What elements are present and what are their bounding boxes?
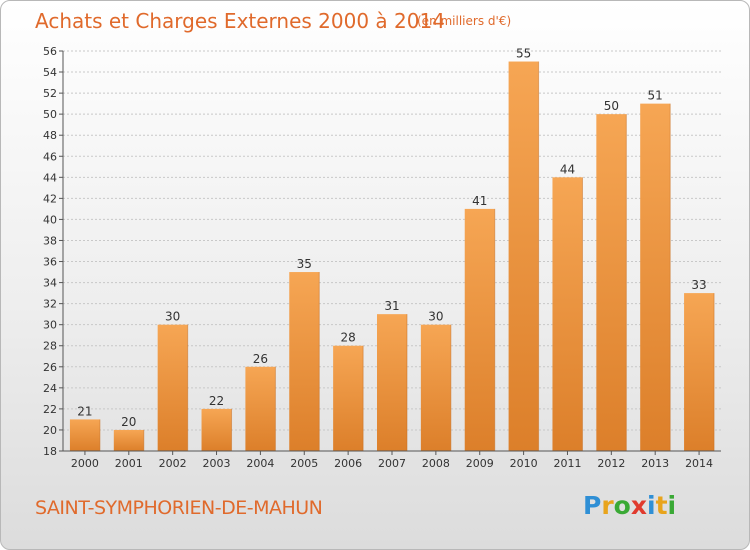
- x-tick-label: 2011: [553, 457, 581, 470]
- x-tick-label: 2008: [422, 457, 450, 470]
- data-label: 26: [253, 352, 268, 366]
- data-label: 28: [340, 331, 355, 345]
- bar: [684, 293, 715, 451]
- commune-name: SAINT-SYMPHORIEN-DE-MAHUN: [35, 497, 323, 519]
- y-tick-label: 56: [43, 45, 57, 58]
- bar: [640, 103, 671, 451]
- x-tick-label: 2007: [378, 457, 406, 470]
- proxiti-logo: Proxiti: [583, 491, 676, 520]
- y-tick-label: 38: [43, 234, 57, 247]
- bar: [420, 324, 451, 451]
- data-label: 51: [648, 89, 663, 103]
- y-tick-label: 18: [43, 445, 57, 458]
- x-tick-label: 2005: [290, 457, 318, 470]
- x-tick-label: 2006: [334, 457, 362, 470]
- bar: [289, 272, 320, 451]
- logo-letter: t: [655, 491, 668, 520]
- bar: [69, 419, 100, 451]
- logo-letter: r: [601, 491, 614, 520]
- data-label: 41: [472, 194, 487, 208]
- chart-title: Achats et Charges Externes 2000 à 2014: [35, 9, 445, 33]
- data-label: 31: [384, 299, 399, 313]
- y-tick-label: 22: [43, 403, 57, 416]
- x-tick-label: 2000: [71, 457, 99, 470]
- logo-letter: i: [647, 491, 656, 520]
- y-tick-label: 40: [43, 213, 57, 226]
- data-label: 35: [297, 257, 312, 271]
- data-label: 55: [516, 47, 531, 61]
- y-tick-label: 50: [43, 108, 57, 121]
- y-tick-label: 24: [43, 382, 57, 395]
- x-tick-label: 2010: [510, 457, 538, 470]
- data-label: 30: [428, 310, 443, 324]
- x-tick-label: 2002: [159, 457, 187, 470]
- logo-letter: o: [613, 491, 631, 520]
- data-label: 50: [604, 99, 619, 113]
- chart-subtitle: (en milliers d'€): [417, 14, 512, 28]
- x-tick-label: 2003: [203, 457, 231, 470]
- x-tick-label: 2004: [246, 457, 274, 470]
- bar: [201, 408, 232, 451]
- x-tick-label: 2009: [466, 457, 494, 470]
- y-tick-label: 34: [43, 277, 57, 290]
- data-label: 33: [691, 278, 706, 292]
- x-tick-label: 2012: [597, 457, 625, 470]
- bar: [113, 429, 144, 451]
- y-tick-label: 52: [43, 87, 57, 100]
- y-tick-label: 44: [43, 171, 57, 184]
- bar: [464, 208, 495, 451]
- x-tick-label: 2001: [115, 457, 143, 470]
- logo-letter: i: [667, 491, 677, 520]
- bar: [508, 61, 539, 452]
- y-tick-label: 36: [43, 256, 57, 269]
- y-tick-label: 42: [43, 192, 57, 205]
- data-label: 30: [165, 310, 180, 324]
- data-label: 20: [121, 415, 136, 429]
- x-tick-label: 2013: [641, 457, 669, 470]
- bar: [552, 177, 583, 451]
- logo-letter: P: [583, 491, 602, 520]
- bar: [157, 324, 188, 451]
- bar: [596, 114, 627, 451]
- y-tick-label: 32: [43, 298, 57, 311]
- y-tick-label: 28: [43, 340, 57, 353]
- y-tick-label: 54: [43, 66, 57, 79]
- y-tick-label: 30: [43, 319, 57, 332]
- y-tick-label: 48: [43, 129, 57, 142]
- y-tick-label: 26: [43, 361, 57, 374]
- bar: [333, 345, 364, 451]
- data-label: 21: [77, 404, 92, 418]
- logo-letter: x: [630, 491, 647, 520]
- data-label: 44: [560, 162, 575, 176]
- x-tick-label: 2014: [685, 457, 713, 470]
- bar: [245, 366, 276, 451]
- y-tick-label: 20: [43, 424, 57, 437]
- data-label: 22: [209, 394, 224, 408]
- bar: [377, 314, 407, 451]
- y-tick-label: 46: [43, 150, 57, 163]
